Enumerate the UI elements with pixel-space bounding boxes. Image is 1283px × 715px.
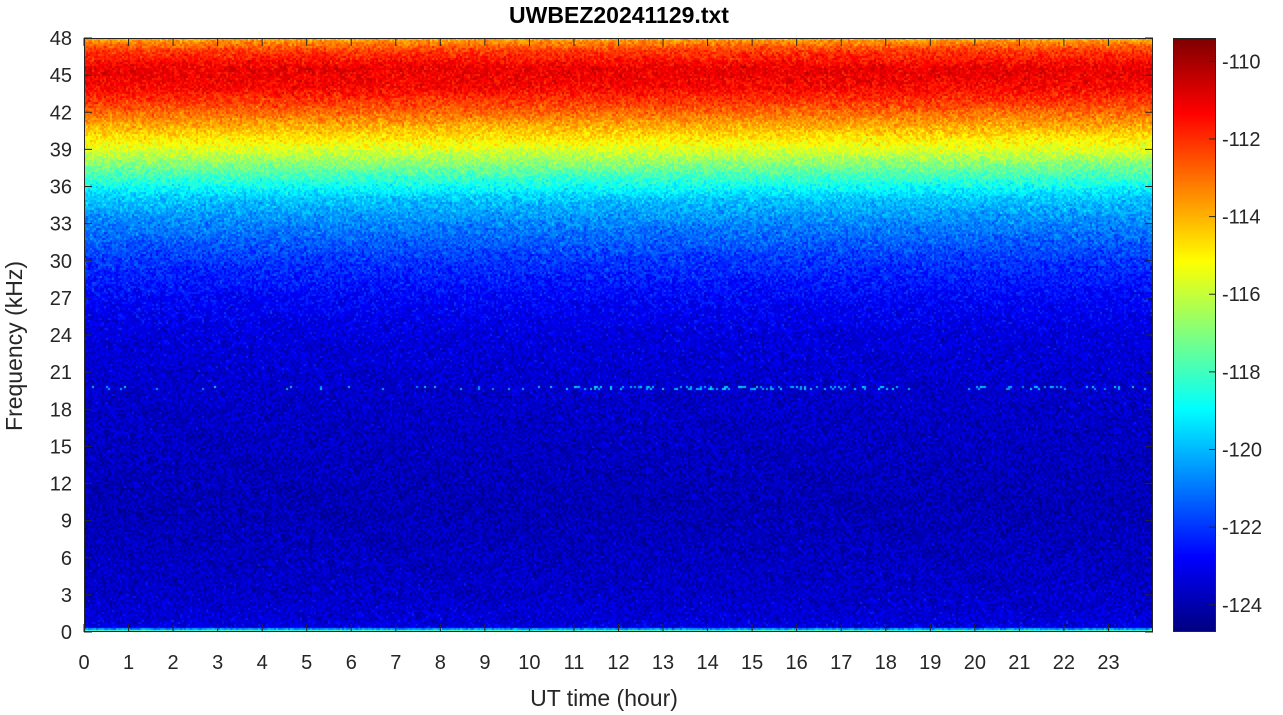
- colorbar-tick-label: -120: [1222, 440, 1262, 462]
- colorbar-ticks: -124 -122 -120 -118 -116 -114 -112 -110: [1209, 51, 1262, 617]
- x-tick-label: 5: [301, 652, 312, 674]
- x-tick-label: 10: [518, 652, 540, 674]
- x-tick-label: 14: [696, 652, 718, 674]
- colorbar-tick-label: -122: [1222, 517, 1262, 539]
- colorbar-tick-label: -114: [1222, 207, 1261, 229]
- y-tick-label: 27: [50, 288, 72, 310]
- y-tick-label: 18: [50, 399, 72, 421]
- x-tick-label: 21: [1008, 652, 1030, 674]
- colorbar-tick-label: -110: [1222, 51, 1261, 73]
- y-tick-label: 33: [50, 214, 72, 236]
- y-tick-label: 39: [50, 139, 72, 161]
- x-tick-label: 11: [564, 652, 585, 674]
- x-tick-label: 17: [830, 652, 852, 674]
- x-tick-label: 19: [919, 652, 941, 674]
- x-tick-label: 13: [652, 652, 674, 674]
- x-axis: 0 1 2 3 4 5 6 7 8 9 10 11 12 13 14 15 16 17 18 19 20 21 22 23: [78, 38, 1120, 674]
- colorbar-canvas: [1173, 38, 1216, 632]
- x-tick-label: 18: [875, 652, 897, 674]
- heatmap-canvas: [84, 38, 1153, 632]
- x-tick-label: 3: [212, 652, 223, 674]
- y-tick-label: 15: [50, 436, 72, 458]
- x-tick-label: 1: [123, 652, 134, 674]
- y-tick-label: 0: [61, 622, 72, 644]
- colorbar: [1173, 38, 1216, 632]
- y-tick-label: 6: [61, 548, 72, 570]
- x-tick-label: 23: [1097, 652, 1119, 674]
- x-tick-label: 6: [346, 652, 357, 674]
- y-tick-label: 48: [50, 28, 72, 50]
- x-tick-label: 0: [78, 652, 89, 674]
- x-tick-label: 4: [257, 652, 268, 674]
- y-tick-label: 9: [61, 511, 72, 533]
- y-tick-label: 21: [50, 362, 72, 384]
- y-tick-label: 3: [61, 585, 72, 607]
- y-tick-label: 45: [50, 65, 72, 87]
- x-tick-label: 20: [964, 652, 986, 674]
- x-axis-label: UT time (hour): [530, 685, 678, 711]
- y-tick-label: 42: [50, 102, 72, 124]
- colorbar-tick-label: -124: [1222, 595, 1262, 617]
- colorbar-tick-label: -112: [1222, 129, 1261, 151]
- colorbar-frame: [1173, 38, 1216, 632]
- x-tick-label: 22: [1053, 652, 1075, 674]
- x-tick-label: 12: [607, 652, 629, 674]
- x-tick-label: 16: [786, 652, 808, 674]
- y-tick-label: 24: [50, 325, 72, 347]
- x-tick-label: 15: [741, 652, 763, 674]
- plot-area: [84, 38, 1153, 632]
- colorbar-tick-label: -116: [1222, 284, 1261, 306]
- colorbar-tick-label: -118: [1222, 362, 1261, 384]
- x-tick-label: 2: [168, 652, 179, 674]
- x-tick-label: 8: [435, 652, 446, 674]
- x-tick-label: 7: [390, 652, 401, 674]
- x-tick-label: 9: [479, 652, 490, 674]
- y-axis-label: Frequency (kHz): [1, 261, 27, 431]
- chart-title: UWBEZ20241129.txt: [509, 2, 729, 28]
- y-tick-label: 12: [50, 474, 72, 496]
- y-tick-label: 30: [50, 251, 72, 273]
- y-tick-label: 36: [50, 177, 72, 199]
